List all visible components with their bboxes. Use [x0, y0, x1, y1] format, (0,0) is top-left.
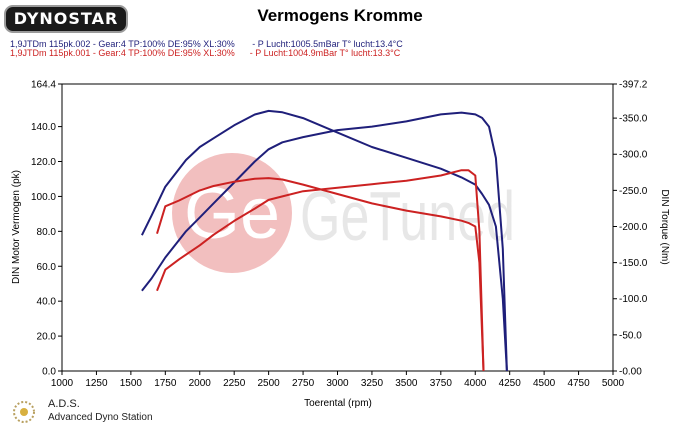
- x-tick-label: 4500: [533, 378, 556, 389]
- y2-tick-label: -200.0: [619, 222, 648, 233]
- x-tick-label: 2750: [292, 378, 315, 389]
- y-tick-label: 120.0: [31, 157, 56, 168]
- x-tick-label: 4750: [567, 378, 590, 389]
- run-label-001: 1,9JTDm 115pk.001 - Gear:4 TP:100% DE:95…: [10, 48, 401, 58]
- series-line-power-run001: [156, 169, 485, 372]
- x-tick-label: 1750: [154, 378, 177, 389]
- y2-tick-label: -397.2: [619, 80, 648, 91]
- y2-tick-label: -50.0: [619, 330, 642, 341]
- x-tick-label: 2000: [189, 378, 212, 389]
- y2-tick-label: -0.00: [619, 367, 642, 378]
- y-axis-label: DIN Motor Vermogen (pk): [11, 170, 22, 284]
- logo-text: DYNOSTAR: [13, 9, 119, 28]
- x-tick-label: 5000: [602, 378, 625, 389]
- y-tick-label: 60.0: [37, 262, 57, 273]
- ads-footer: A.D.S. Advanced Dyno Station: [8, 398, 168, 426]
- y2-tick-label: -100.0: [619, 294, 648, 305]
- ads-logo-icon: [13, 401, 35, 423]
- y2-tick-label: -150.0: [619, 258, 648, 269]
- y2-tick-label: -250.0: [619, 186, 648, 197]
- y2-tick-label: -300.0: [619, 150, 648, 161]
- series-line-torque-run001: [156, 177, 485, 372]
- watermark-circle-text: Ge: [184, 174, 280, 254]
- series-line-power-run002: [141, 111, 508, 372]
- y-tick-label: 164.4: [31, 80, 56, 91]
- y-tick-label: 20.0: [37, 332, 57, 343]
- x-tick-label: 2250: [223, 378, 246, 389]
- run-label-002: 1,9JTDm 115pk.002 - Gear:4 TP:100% DE:95…: [10, 39, 403, 49]
- y2-tick-label: -350.0: [619, 114, 648, 125]
- x-tick-label: 2500: [258, 378, 281, 389]
- x-tick-label: 3500: [395, 378, 418, 389]
- ads-subtitle: Advanced Dyno Station: [48, 412, 153, 423]
- ads-brand: A.D.S.: [48, 398, 80, 410]
- x-tick-label: 4000: [464, 378, 487, 389]
- y-tick-label: 80.0: [37, 227, 57, 238]
- x-tick-label: 3000: [326, 378, 349, 389]
- x-tick-label: 3750: [430, 378, 453, 389]
- x-tick-label: 4250: [499, 378, 522, 389]
- dynostar-logo: DYNOSTAR: [4, 5, 128, 33]
- page-title: Vermogens Kromme: [257, 6, 423, 25]
- y-tick-label: 40.0: [37, 297, 57, 308]
- x-tick-label: 3250: [361, 378, 384, 389]
- y-tick-label: 0.0: [42, 367, 56, 378]
- y-tick-label: 140.0: [31, 122, 56, 133]
- x-axis-label: Toerental (rpm): [304, 398, 372, 409]
- series-line-torque-run002: [141, 109, 508, 372]
- x-tick-label: 1000: [51, 378, 74, 389]
- y-tick-label: 100.0: [31, 192, 56, 203]
- x-tick-label: 1250: [85, 378, 108, 389]
- x-tick-label: 1500: [120, 378, 143, 389]
- y2-axis-label: DIN Torque (Nm): [659, 189, 670, 264]
